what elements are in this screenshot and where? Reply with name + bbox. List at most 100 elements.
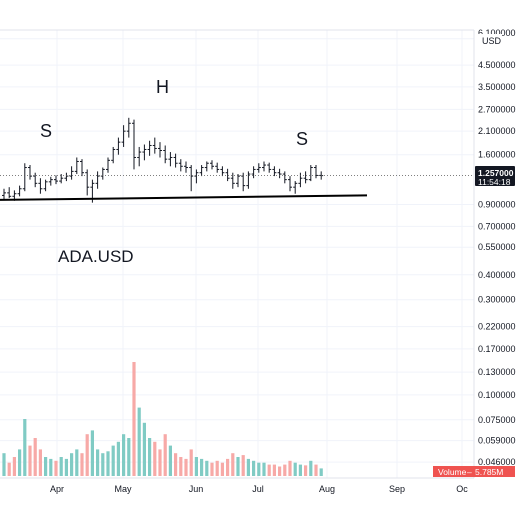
volume-bar xyxy=(122,434,126,476)
volume-bar xyxy=(38,449,42,476)
volume-bar xyxy=(28,445,32,476)
candle xyxy=(184,161,188,173)
neckline xyxy=(0,194,368,201)
price-axis-tick-label: 0.059000 xyxy=(478,436,516,446)
volume-bar xyxy=(142,422,146,476)
volume-bar xyxy=(116,441,120,476)
volume-bar xyxy=(194,457,198,476)
volume-bar xyxy=(288,460,292,476)
volume-bar xyxy=(226,458,230,476)
candle xyxy=(2,188,6,199)
volume-bar xyxy=(241,455,245,476)
candle xyxy=(28,165,32,180)
price-axis-tick-label: 0.075000 xyxy=(478,415,516,425)
volume-bar xyxy=(179,457,183,476)
volume-bar xyxy=(205,460,209,476)
price-axis-tick-label: 2.700000 xyxy=(478,104,516,114)
candle xyxy=(116,137,121,155)
grid-lines xyxy=(0,30,474,478)
volume-bar xyxy=(309,460,313,476)
candle xyxy=(17,185,22,197)
volume-bar xyxy=(168,445,172,476)
currency-label: USD xyxy=(482,36,502,46)
candle xyxy=(59,174,64,184)
volume-bar xyxy=(12,457,16,476)
volume-bar xyxy=(262,462,266,476)
volume-bar xyxy=(158,449,162,476)
volume-bar xyxy=(127,438,131,476)
candle xyxy=(100,167,105,180)
candle xyxy=(22,163,27,192)
price-axis-tick-label: 0.900000 xyxy=(478,200,516,210)
volume-bar xyxy=(314,464,318,476)
price-axis-tick-label: 0.220000 xyxy=(478,322,516,332)
candle xyxy=(220,166,225,177)
candle xyxy=(48,176,53,186)
candle xyxy=(262,161,266,172)
candle xyxy=(121,125,126,147)
time-axis-label: Sep xyxy=(389,484,405,494)
volume-bar xyxy=(304,465,308,476)
volume-bar xyxy=(64,458,68,476)
candle xyxy=(314,165,318,179)
volume-bar xyxy=(75,449,79,476)
candle xyxy=(225,168,230,182)
candle xyxy=(303,171,308,184)
candle xyxy=(308,165,313,182)
candle xyxy=(74,157,79,175)
volume-bar xyxy=(215,460,219,476)
candle xyxy=(246,171,251,189)
volume-bar xyxy=(220,462,224,476)
time-axis-label: Apr xyxy=(50,484,64,494)
last-price-value: 1.257000 xyxy=(478,168,514,178)
volume-bar xyxy=(23,419,27,476)
left-shoulder-label: S xyxy=(40,121,52,141)
candle xyxy=(132,119,136,170)
volume-bar xyxy=(111,445,115,476)
volume-bar xyxy=(137,407,141,476)
candle xyxy=(69,166,74,180)
candle xyxy=(282,171,287,184)
volume-bar xyxy=(153,441,157,476)
volume-bar xyxy=(200,458,204,476)
last-price-tag xyxy=(475,166,515,186)
volume-bar xyxy=(148,438,152,476)
volume-bar xyxy=(231,453,235,476)
candle xyxy=(251,166,256,179)
volume-bar xyxy=(96,449,100,476)
time-axis[interactable]: Apr May Jun Jul Aug Sep Oc xyxy=(50,484,468,494)
volume-bar xyxy=(252,460,256,476)
candle xyxy=(199,165,204,177)
candle xyxy=(178,159,183,172)
volume-bar xyxy=(44,457,48,476)
volume-tag-label: Volume xyxy=(438,467,467,477)
candle xyxy=(38,178,43,194)
price-axis-tick-label: 0.700000 xyxy=(478,221,516,231)
candle xyxy=(288,176,292,192)
volume-bar xyxy=(210,462,214,476)
candle xyxy=(277,168,282,179)
volume-tag-value: 5.785M xyxy=(475,467,503,477)
volume-bars xyxy=(2,362,323,476)
candle xyxy=(168,152,173,167)
candle xyxy=(204,161,209,172)
volume-bar xyxy=(101,453,105,476)
price-axis-tick-label: 2.100000 xyxy=(478,126,516,136)
time-axis-label: Oc xyxy=(456,484,468,494)
currency-box xyxy=(476,34,502,46)
candle xyxy=(111,146,116,164)
price-axis[interactable]: 6.100000 4.500000 3.500000 2.700000 2.100000… xyxy=(478,28,516,467)
price-axis-tick-label: 3.500000 xyxy=(478,82,516,92)
candle xyxy=(230,172,235,189)
volume-bar xyxy=(59,457,63,476)
candle xyxy=(210,160,214,170)
volume-bar xyxy=(236,457,240,476)
candle xyxy=(106,157,110,173)
right-shoulder-label: S xyxy=(296,129,308,149)
candle xyxy=(194,169,199,184)
volume-bar xyxy=(246,458,250,476)
candle xyxy=(43,179,48,192)
price-axis-tick-label: 0.046000 xyxy=(478,457,516,467)
volume-bar xyxy=(85,434,89,476)
